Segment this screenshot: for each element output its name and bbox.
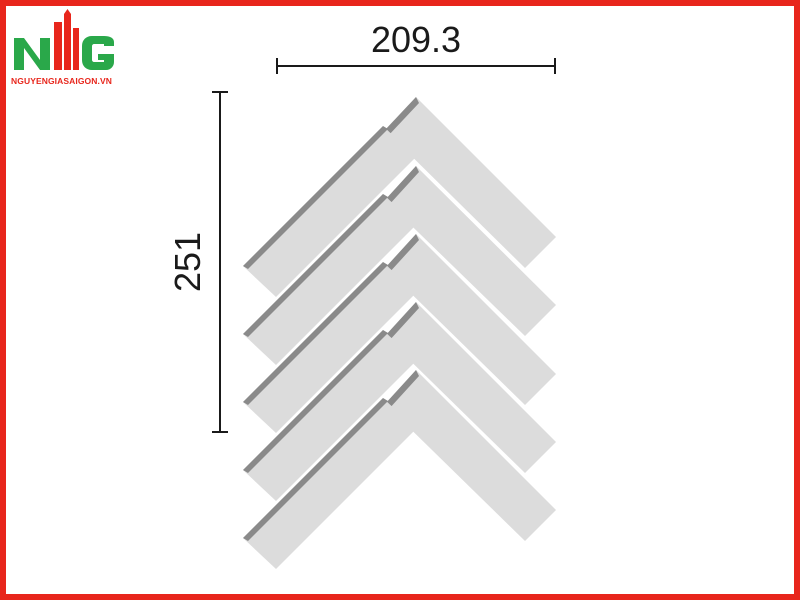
- right-tile: [385, 166, 556, 336]
- left-tile: [243, 330, 416, 501]
- left-tile: [243, 262, 416, 433]
- height-dimension: 251: [167, 91, 228, 433]
- left-tile: [243, 194, 416, 365]
- width-label: 209.3: [371, 19, 461, 60]
- right-tile-edge: [385, 97, 419, 136]
- right-tile-edge: [385, 302, 419, 342]
- width-dimension: 209.3: [276, 19, 556, 74]
- right-tile: [385, 370, 556, 541]
- logo-caption: NGUYENGIASAIGON.VN: [11, 76, 112, 86]
- logo-mark-icon: [14, 9, 114, 70]
- left-tile-edge: [243, 330, 388, 473]
- height-label: 251: [167, 232, 208, 292]
- left-tile-edge: [243, 126, 388, 269]
- left-tile-edge: [243, 398, 388, 541]
- right-tile: [385, 234, 556, 405]
- right-tile-edge: [385, 234, 419, 274]
- brand-logo: NGUYENGIASAIGON.VN: [10, 8, 122, 88]
- right-tile-edge: [385, 166, 419, 206]
- left-tile: [243, 398, 416, 569]
- right-tile-edge: [385, 370, 419, 410]
- tile-group: [243, 97, 556, 569]
- right-tile: [385, 302, 556, 473]
- left-tile-edge: [243, 262, 388, 405]
- left-tile-edge: [243, 194, 388, 337]
- right-tile: [385, 97, 556, 268]
- left-tile: [243, 126, 416, 297]
